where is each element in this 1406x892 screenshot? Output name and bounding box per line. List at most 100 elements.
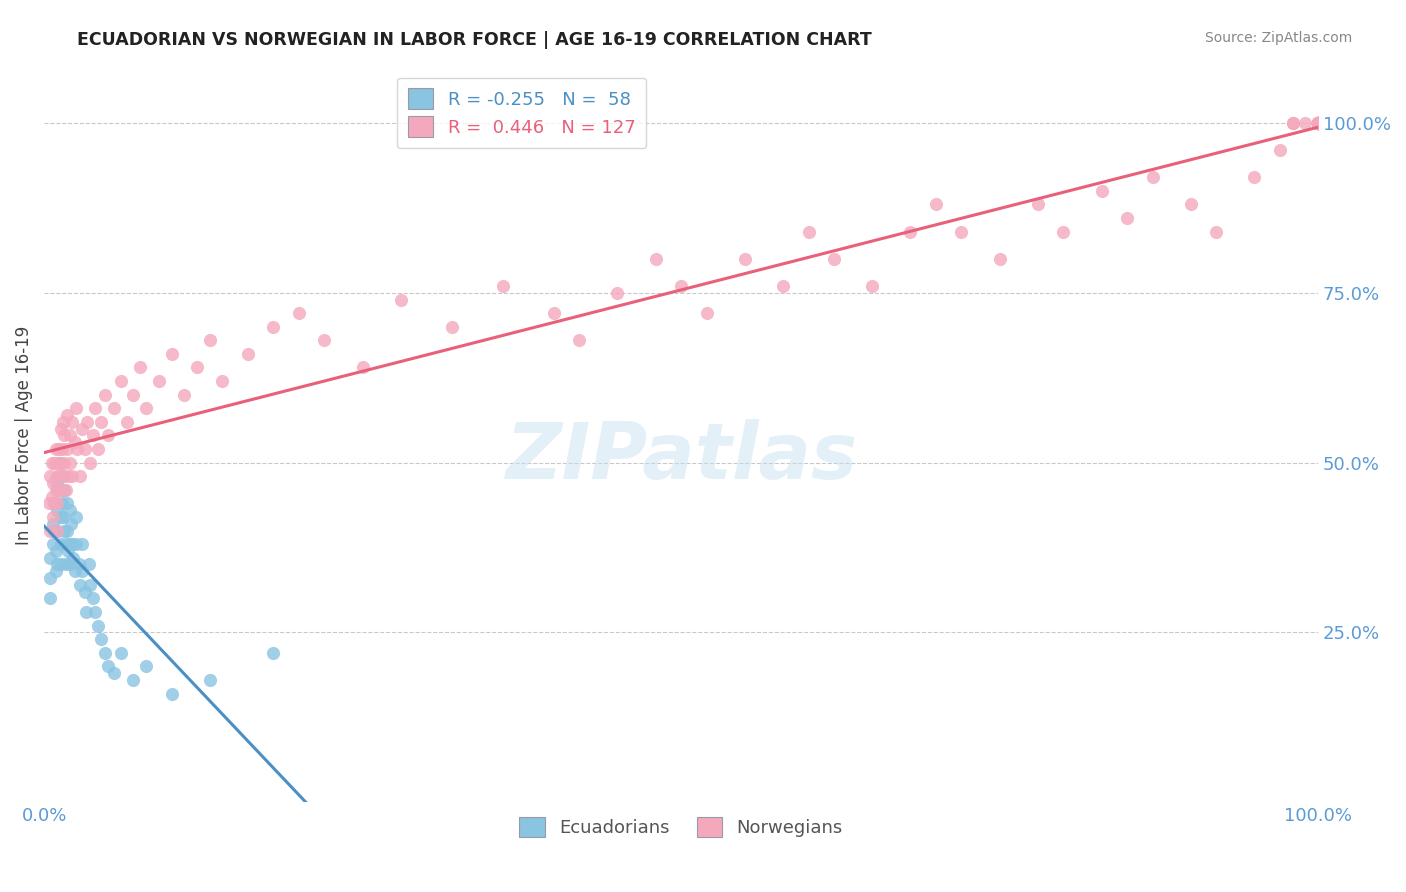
Point — [262, 319, 284, 334]
Point — [58, 503, 80, 517]
Point — [86, 618, 108, 632]
Point — [1090, 184, 1112, 198]
Point — [1308, 116, 1330, 130]
Point — [45, 564, 67, 578]
Point — [1026, 197, 1049, 211]
Point — [988, 252, 1011, 266]
Point — [669, 279, 692, 293]
Point — [75, 605, 97, 619]
Point — [56, 442, 79, 456]
Point — [59, 516, 82, 531]
Point — [65, 401, 87, 416]
Point — [41, 490, 63, 504]
Point — [352, 360, 374, 375]
Point — [45, 475, 67, 490]
Point — [60, 537, 83, 551]
Point — [1308, 116, 1330, 130]
Point — [45, 469, 67, 483]
Point — [42, 537, 65, 551]
Point — [39, 571, 62, 585]
Point — [1268, 143, 1291, 157]
Point — [211, 374, 233, 388]
Point — [39, 469, 62, 483]
Point — [860, 279, 883, 293]
Point — [84, 605, 107, 619]
Point — [72, 537, 94, 551]
Point — [56, 496, 79, 510]
Point — [97, 659, 120, 673]
Point — [53, 524, 76, 538]
Point — [58, 469, 80, 483]
Point — [45, 503, 67, 517]
Point — [1308, 116, 1330, 130]
Point — [45, 483, 67, 497]
Point — [45, 496, 67, 510]
Point — [72, 421, 94, 435]
Point — [1281, 116, 1303, 130]
Point — [1308, 116, 1330, 130]
Point — [110, 374, 132, 388]
Point — [1116, 211, 1139, 225]
Point — [122, 387, 145, 401]
Point — [1308, 116, 1330, 130]
Point — [63, 564, 86, 578]
Point — [82, 591, 104, 606]
Text: ZIPatlas: ZIPatlas — [505, 419, 858, 495]
Point — [950, 225, 973, 239]
Point — [52, 415, 75, 429]
Point — [58, 456, 80, 470]
Point — [1308, 116, 1330, 130]
Point — [52, 469, 75, 483]
Point — [1308, 116, 1330, 130]
Point — [1308, 116, 1330, 130]
Point — [568, 333, 591, 347]
Point — [543, 306, 565, 320]
Point — [58, 537, 80, 551]
Point — [55, 537, 77, 551]
Point — [148, 374, 170, 388]
Point — [48, 483, 70, 497]
Point — [122, 673, 145, 687]
Point — [115, 415, 138, 429]
Point — [51, 483, 73, 497]
Point — [46, 483, 69, 497]
Y-axis label: In Labor Force | Age 16-19: In Labor Force | Age 16-19 — [15, 326, 32, 545]
Point — [52, 469, 75, 483]
Point — [42, 475, 65, 490]
Point — [53, 456, 76, 470]
Point — [135, 659, 157, 673]
Point — [48, 456, 70, 470]
Point — [1308, 116, 1330, 130]
Point — [58, 558, 80, 572]
Point — [97, 428, 120, 442]
Point — [900, 225, 922, 239]
Point — [56, 408, 79, 422]
Point — [51, 442, 73, 456]
Point — [644, 252, 666, 266]
Point — [73, 442, 96, 456]
Point — [77, 558, 100, 572]
Point — [1142, 170, 1164, 185]
Point — [44, 496, 66, 510]
Point — [1308, 116, 1330, 130]
Point — [53, 428, 76, 442]
Point — [90, 415, 112, 429]
Point — [160, 687, 183, 701]
Point — [128, 360, 150, 375]
Point — [48, 469, 70, 483]
Point — [823, 252, 845, 266]
Point — [45, 558, 67, 572]
Point — [186, 360, 208, 375]
Point — [49, 510, 72, 524]
Point — [1308, 116, 1330, 130]
Point — [45, 524, 67, 538]
Point — [58, 544, 80, 558]
Point — [1308, 116, 1330, 130]
Point — [925, 197, 948, 211]
Point — [1308, 116, 1330, 130]
Point — [1308, 116, 1330, 130]
Point — [389, 293, 412, 307]
Point — [39, 524, 62, 538]
Point — [1308, 116, 1330, 130]
Point — [69, 469, 91, 483]
